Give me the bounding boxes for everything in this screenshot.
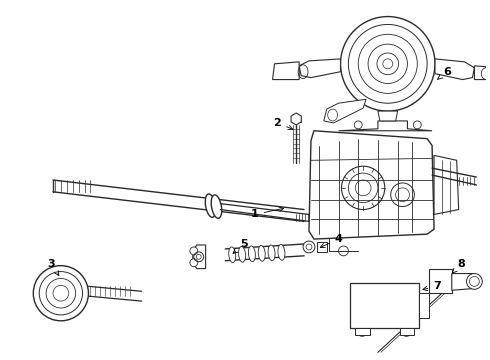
Circle shape (33, 266, 89, 321)
Polygon shape (355, 328, 370, 334)
Text: 4: 4 (320, 234, 343, 248)
Polygon shape (429, 269, 452, 293)
Ellipse shape (258, 246, 265, 261)
Text: 7: 7 (423, 281, 441, 291)
Polygon shape (350, 283, 419, 328)
Circle shape (190, 247, 198, 255)
Circle shape (190, 259, 198, 267)
Circle shape (341, 17, 435, 111)
Ellipse shape (229, 247, 236, 263)
Circle shape (466, 274, 482, 289)
Polygon shape (474, 66, 490, 80)
Ellipse shape (211, 195, 221, 218)
Text: 3: 3 (47, 259, 59, 275)
Text: 6: 6 (438, 67, 451, 79)
Polygon shape (339, 121, 432, 131)
Polygon shape (272, 62, 299, 80)
Text: 5: 5 (233, 239, 248, 253)
Polygon shape (324, 99, 366, 123)
Polygon shape (434, 156, 459, 215)
Text: 1: 1 (251, 207, 284, 220)
Polygon shape (378, 111, 397, 121)
Polygon shape (317, 242, 327, 252)
Polygon shape (452, 274, 476, 290)
Ellipse shape (268, 245, 275, 261)
Polygon shape (299, 59, 341, 78)
Ellipse shape (278, 244, 285, 260)
Ellipse shape (248, 246, 255, 262)
Polygon shape (193, 245, 206, 269)
Ellipse shape (205, 194, 216, 217)
Polygon shape (419, 293, 429, 318)
Text: 8: 8 (452, 259, 466, 273)
Polygon shape (435, 59, 474, 80)
Polygon shape (399, 328, 415, 334)
Polygon shape (309, 131, 434, 239)
Ellipse shape (239, 247, 245, 262)
Circle shape (303, 241, 315, 253)
Text: 2: 2 (273, 118, 293, 130)
